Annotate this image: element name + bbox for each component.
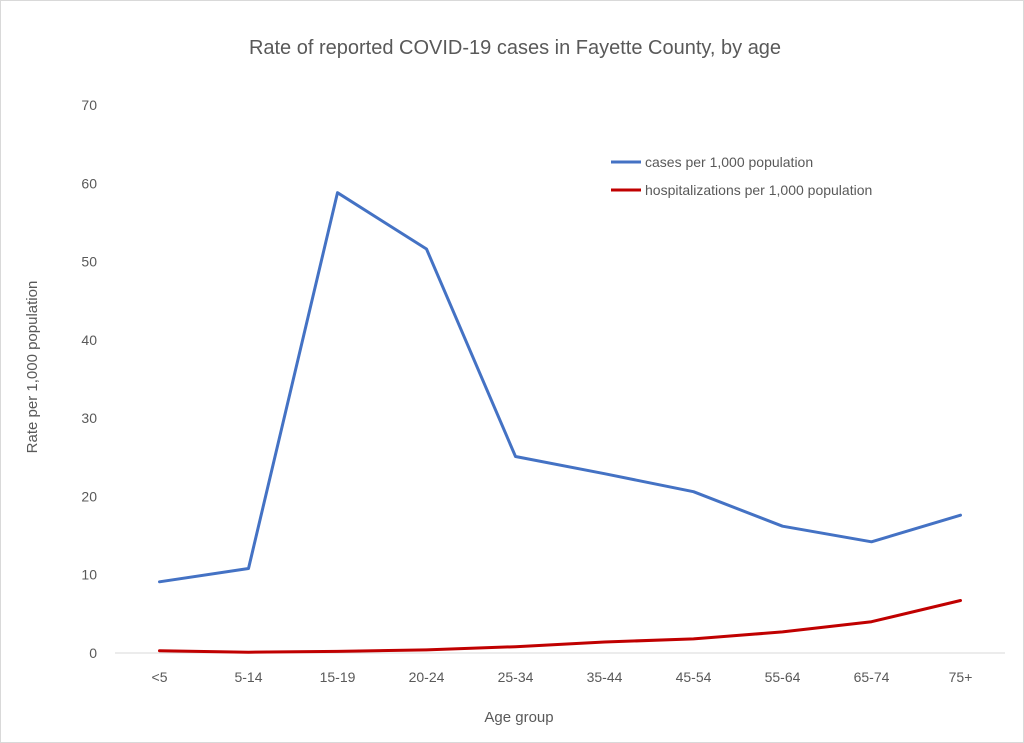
y-tick-label: 70 bbox=[81, 97, 97, 113]
series-line-1 bbox=[158, 191, 962, 584]
legend: cases per 1,000 population hospitalizatio… bbox=[611, 154, 872, 198]
x-axis-ticks: <5 5-14 15-19 20-24 25-34 35-44 45-54 55-64 65-7… bbox=[152, 669, 973, 685]
series-line-2 bbox=[158, 599, 962, 654]
legend-label: hospitalizations per 1,000 population bbox=[645, 182, 872, 198]
x-tick-label: 45-54 bbox=[676, 669, 712, 685]
chart-title: Rate of reported COVID-19 cases in Fayet… bbox=[249, 37, 781, 59]
x-tick-label: 75+ bbox=[949, 669, 973, 685]
x-tick-label: 20-24 bbox=[409, 669, 445, 685]
plot-series bbox=[158, 191, 962, 654]
x-tick-label: <5 bbox=[152, 669, 168, 685]
x-tick-label: 5-14 bbox=[234, 669, 262, 685]
x-tick-label: 55-64 bbox=[765, 669, 801, 685]
y-tick-label: 30 bbox=[81, 410, 97, 426]
x-tick-label: 25-34 bbox=[498, 669, 534, 685]
y-axis-ticks: 0 10 20 30 40 50 60 70 bbox=[81, 97, 97, 661]
y-tick-label: 0 bbox=[89, 645, 97, 661]
y-axis-label: Rate per 1,000 population bbox=[24, 281, 41, 454]
y-tick-label: 10 bbox=[81, 567, 97, 583]
x-tick-label: 35-44 bbox=[587, 669, 623, 685]
y-tick-label: 40 bbox=[81, 332, 97, 348]
x-axis-label: Age group bbox=[484, 709, 553, 726]
y-tick-label: 50 bbox=[81, 254, 97, 270]
y-tick-label: 20 bbox=[81, 488, 97, 504]
x-tick-label: 15-19 bbox=[320, 669, 356, 685]
legend-label: cases per 1,000 population bbox=[645, 154, 813, 170]
x-tick-label: 65-74 bbox=[854, 669, 890, 685]
y-tick-label: 60 bbox=[81, 175, 97, 191]
